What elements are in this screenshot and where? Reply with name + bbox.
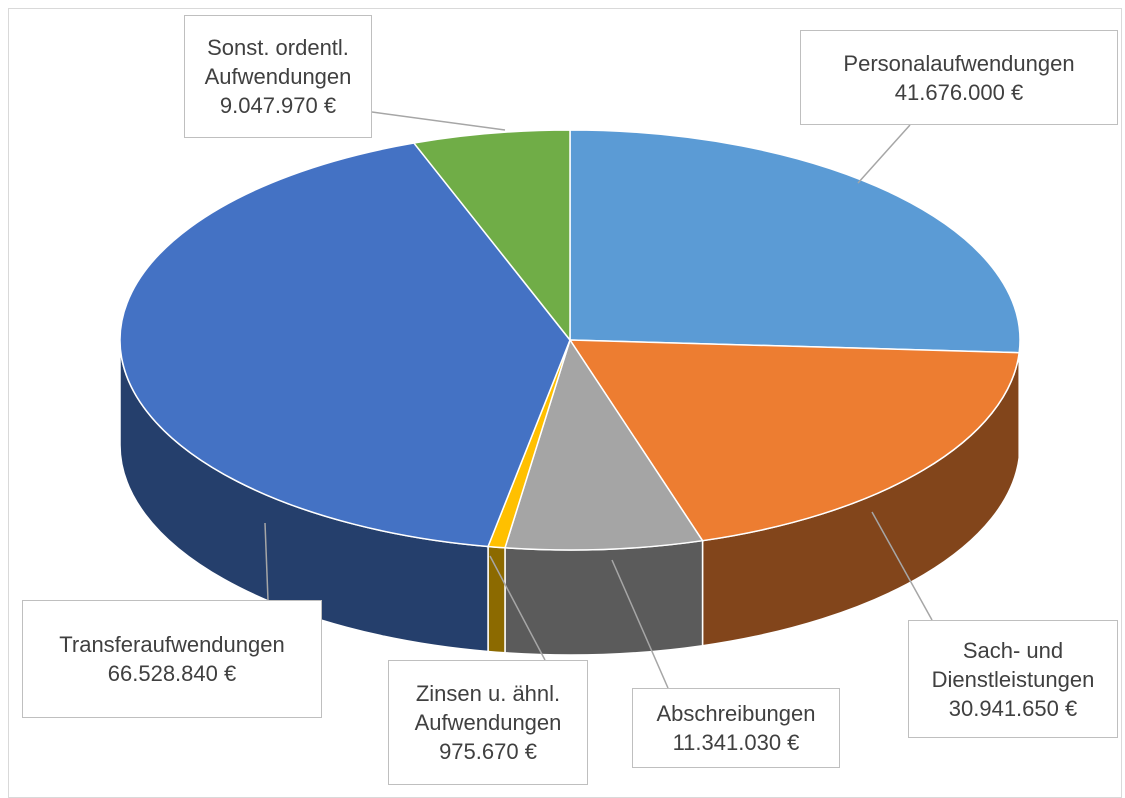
leader-line <box>371 111 506 131</box>
leader-line <box>264 522 269 601</box>
data-label: Personalaufwendungen 41.676.000 € <box>800 30 1118 125</box>
label-category: Personalaufwendungen <box>843 50 1075 76</box>
label-category: Sach- und Dienstleistungen <box>931 637 1095 692</box>
label-value: 41.676.000 € <box>894 79 1024 105</box>
leader-line <box>871 511 933 621</box>
label-category: Zinsen u. ähnl. Aufwendungen <box>414 681 562 735</box>
data-label: Abschreibungen 11.341.030 € <box>632 688 840 768</box>
pie-side <box>504 539 704 656</box>
label-category: Abschreibungen <box>656 701 816 726</box>
label-category: Transferaufwendungen <box>59 632 285 657</box>
pie-slice <box>412 129 571 343</box>
label-value: 66.528.840 € <box>107 661 237 686</box>
label-value: 30.941.650 € <box>948 695 1078 721</box>
leader-line <box>857 124 911 184</box>
pie-slice <box>569 129 1021 354</box>
label-value: 11.341.030 € <box>672 730 800 755</box>
label-category: Sonst. ordentl. Aufwendungen <box>204 35 352 89</box>
data-label: Zinsen u. ähnl. Aufwendungen 975.670 € <box>388 660 588 785</box>
leader-line <box>489 555 546 661</box>
pie-slice <box>119 142 571 548</box>
pie-side <box>487 545 506 654</box>
label-value: 9.047.970 € <box>219 93 337 118</box>
leader-line <box>611 559 669 689</box>
pie-slice <box>503 338 704 551</box>
data-label: Sach- und Dienstleistungen 30.941.650 € <box>908 620 1118 738</box>
pie-slice <box>568 339 1021 542</box>
label-value: 975.670 € <box>439 739 537 764</box>
data-label: Transferaufwendungen 66.528.840 € <box>22 600 322 718</box>
data-label: Sonst. ordentl. Aufwendungen 9.047.970 € <box>184 15 372 138</box>
